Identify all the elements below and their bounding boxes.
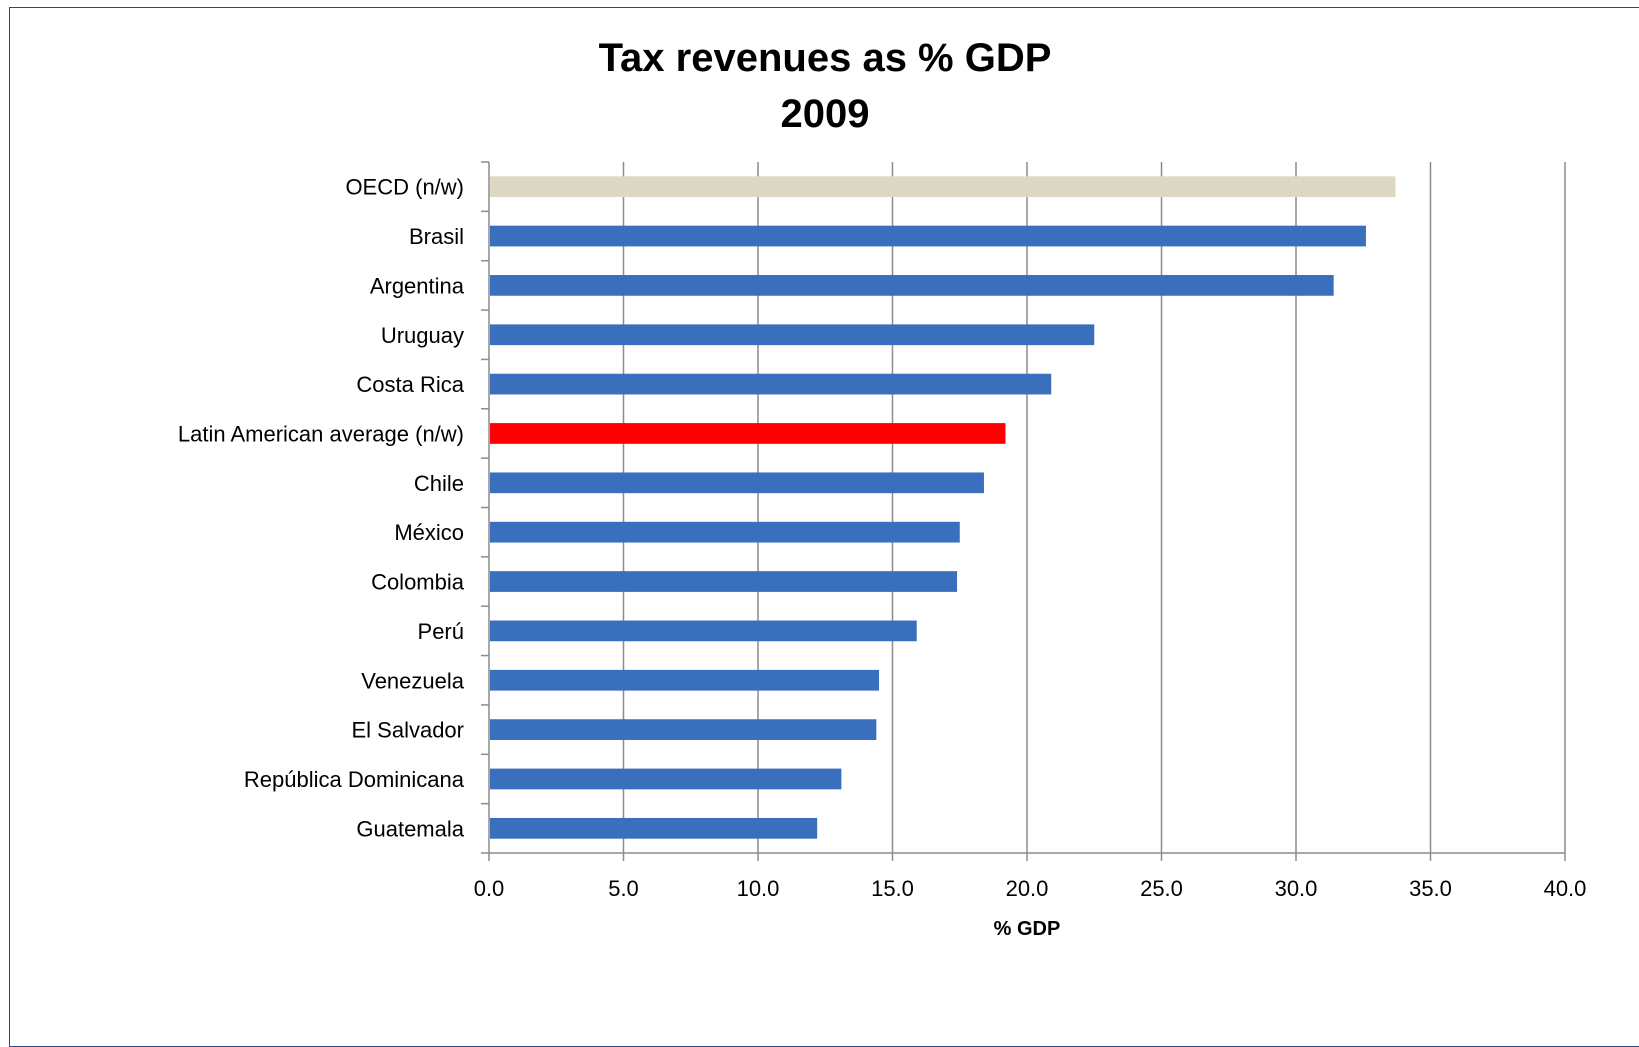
category-label: Guatemala [356,816,464,841]
bar [490,423,1006,444]
x-tick-label: 15.0 [871,876,914,901]
bar [490,324,1095,346]
category-label: Argentina [370,273,465,298]
category-label: Costa Rica [356,372,464,397]
category-label: Chile [414,471,464,496]
bar [490,768,842,790]
bar [490,472,984,494]
bar [490,719,877,740]
category-label: Colombia [371,570,465,595]
category-label: México [394,520,464,545]
bar [490,620,917,642]
x-tick-label: 10.0 [737,876,780,901]
x-tick-label: 0.0 [474,876,505,901]
axes [481,161,1566,861]
bars [490,176,1396,839]
bar [490,275,1334,296]
bar [490,521,960,543]
gridlines [622,162,1566,853]
bar [490,225,1366,247]
x-tick-label: 5.0 [608,876,639,901]
bar [490,571,958,592]
bar [490,373,1052,395]
x-axis-title: % GDP [994,918,1061,940]
category-label: El Salvador [351,718,464,743]
x-tick-label: 40.0 [1544,876,1587,901]
labels: 0.0 5.0 10.0 15.0 20.0 25.0 30.0 35.0 40.0 OECD (… [178,175,1587,901]
x-tick-label: 20.0 [1006,876,1049,901]
x-tick-label: 35.0 [1409,876,1452,901]
bar [490,669,880,691]
category-label: Latin American average (n/w) [178,421,464,446]
x-tick-label: 25.0 [1140,876,1183,901]
bar [490,817,818,839]
x-tick-label: 30.0 [1275,876,1318,901]
category-label: Brasil [409,224,464,249]
category-label: Perú [418,619,464,644]
category-label: Venezuela [361,668,465,693]
chart-title: Tax revenues as % GDP 2009 [598,36,1052,136]
bar [490,176,1396,198]
category-label: Uruguay [381,323,464,348]
category-label: OECD (n/w) [345,175,464,200]
category-label: República Dominicana [244,767,465,792]
